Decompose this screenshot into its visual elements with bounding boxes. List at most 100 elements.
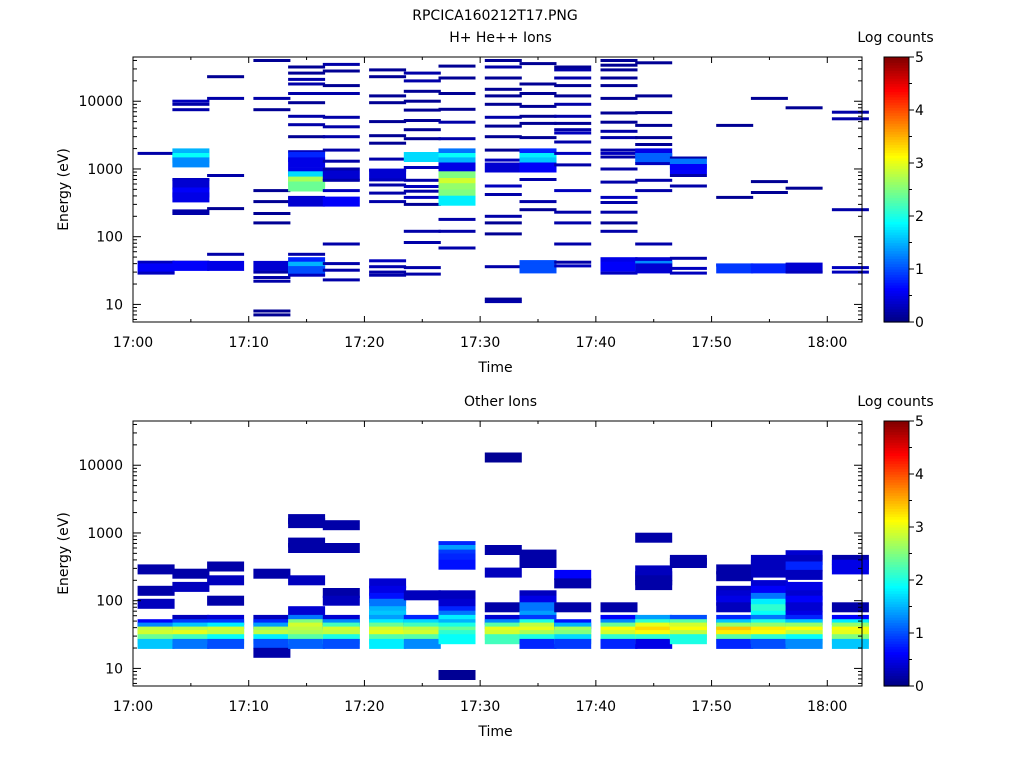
- heatmap-cell: [403, 119, 441, 122]
- heatmap-cell: [403, 638, 441, 649]
- colorbar-swatch: [884, 619, 909, 623]
- colorbar-swatch: [884, 194, 909, 199]
- heatmap-cell: [484, 545, 522, 555]
- y-tick-label: 10: [105, 297, 123, 313]
- colorbar-swatch: [884, 231, 909, 236]
- colorbar-swatch: [884, 128, 909, 132]
- heatmap-cell: [484, 59, 522, 62]
- heatmap-cell: [554, 84, 592, 88]
- heatmap-cell: [669, 271, 707, 275]
- heatmap-cell: [322, 262, 360, 266]
- heatmap-cell: [600, 229, 638, 233]
- y-tick-label: 10: [105, 661, 123, 677]
- y-axis-label: Energy (eV): [56, 148, 72, 231]
- colorbar-tick-label: 0: [915, 315, 924, 331]
- heatmap-cell: [519, 121, 557, 125]
- colorbar-swatch: [884, 96, 909, 100]
- heatmap-cell: [600, 120, 638, 124]
- heatmap-cell: [635, 565, 673, 576]
- colorbar-tick-label: 2: [915, 573, 924, 589]
- heatmap-cell: [554, 163, 592, 167]
- colorbar-swatch: [884, 513, 909, 517]
- heatmap-cell: [750, 592, 788, 603]
- colorbar-swatch: [884, 601, 909, 605]
- heatmap-cell: [519, 82, 557, 86]
- colorbar-swatch: [884, 178, 909, 183]
- colorbar-swatch: [884, 667, 909, 671]
- colorbar-swatch: [884, 282, 909, 286]
- colorbar-swatch: [884, 662, 909, 666]
- heatmap-cell: [716, 602, 754, 613]
- colorbar-swatch: [884, 250, 909, 254]
- heatmap-cell: [172, 209, 210, 213]
- heatmap-cell: [750, 559, 788, 570]
- colorbar-swatch: [884, 110, 909, 114]
- colorbar-swatch: [884, 654, 909, 658]
- colorbar-tick-label: 1: [915, 626, 924, 642]
- heatmap-cell: [403, 99, 441, 103]
- heatmap-cell: [322, 196, 360, 207]
- heatmap-cell: [785, 554, 823, 565]
- heatmap-cell: [288, 82, 326, 86]
- heatmap-cell: [369, 75, 407, 79]
- heatmap-cell: [716, 123, 754, 127]
- colorbar-swatch: [884, 646, 909, 650]
- heatmap-cell: [831, 270, 869, 274]
- x-tick-label: 17:30: [460, 335, 500, 351]
- x-tick-label: 17:20: [344, 699, 384, 715]
- heatmap-cell: [635, 189, 673, 193]
- heatmap-cell: [253, 189, 291, 193]
- colorbar-swatch: [884, 253, 909, 257]
- heatmap-cell: [554, 264, 592, 268]
- heatmap-cell: [172, 192, 210, 203]
- colorbar-swatch: [884, 556, 909, 560]
- heatmap-cell: [519, 638, 557, 649]
- x-axis-label: Time: [477, 360, 512, 376]
- colorbar-swatch: [884, 144, 909, 148]
- colorbar-swatch: [884, 625, 909, 629]
- colorbar-swatch: [884, 258, 909, 262]
- colorbar-swatch: [884, 125, 909, 130]
- colorbar-swatch: [884, 444, 909, 449]
- heatmap-cell: [554, 121, 592, 125]
- heatmap-cell: [600, 261, 638, 272]
- heatmap-cell: [635, 153, 673, 163]
- heatmap-cell: [137, 260, 175, 264]
- colorbar-swatch: [884, 216, 909, 220]
- heatmap-cell: [403, 137, 441, 141]
- colorbar-swatch: [884, 64, 909, 69]
- colorbar-swatch: [884, 558, 909, 563]
- heatmap-cell: [554, 68, 592, 72]
- heatmap-cell: [403, 71, 441, 75]
- heatmap-cell: [484, 232, 522, 236]
- heatmap-cell: [519, 263, 557, 274]
- colorbar-swatch: [884, 489, 909, 494]
- heatmap-cell: [554, 102, 592, 106]
- colorbar-swatch: [884, 421, 909, 425]
- heatmap-cell: [484, 221, 522, 225]
- x-tick-label: 17:50: [691, 335, 731, 351]
- heatmap-cell: [369, 94, 407, 98]
- heatmap-cell: [831, 117, 869, 121]
- y-tick-label: 10000: [78, 458, 123, 474]
- heatmap-cell: [253, 276, 291, 279]
- heatmap-cell: [369, 578, 407, 589]
- heatmap-cell: [785, 581, 823, 592]
- colorbar-swatch: [884, 495, 909, 499]
- colorbar-swatch: [884, 545, 909, 549]
- heatmap-cell: [831, 266, 869, 270]
- colorbar-swatch: [884, 633, 909, 637]
- heatmap-cell: [322, 62, 360, 66]
- heatmap-cell: [172, 157, 210, 168]
- heatmap-cell: [600, 271, 638, 275]
- heatmap-cell: [137, 564, 175, 575]
- heatmap-cell: [484, 265, 522, 269]
- heatmap-cell: [438, 217, 476, 221]
- colorbar-swatch: [884, 675, 909, 679]
- heatmap-cell: [438, 137, 476, 141]
- colorbar-tick-label: 3: [915, 520, 924, 536]
- heatmap-cell: [369, 200, 407, 204]
- heatmap-cell: [484, 102, 522, 106]
- heatmap-cell: [438, 162, 476, 173]
- colorbar-swatch: [884, 62, 909, 66]
